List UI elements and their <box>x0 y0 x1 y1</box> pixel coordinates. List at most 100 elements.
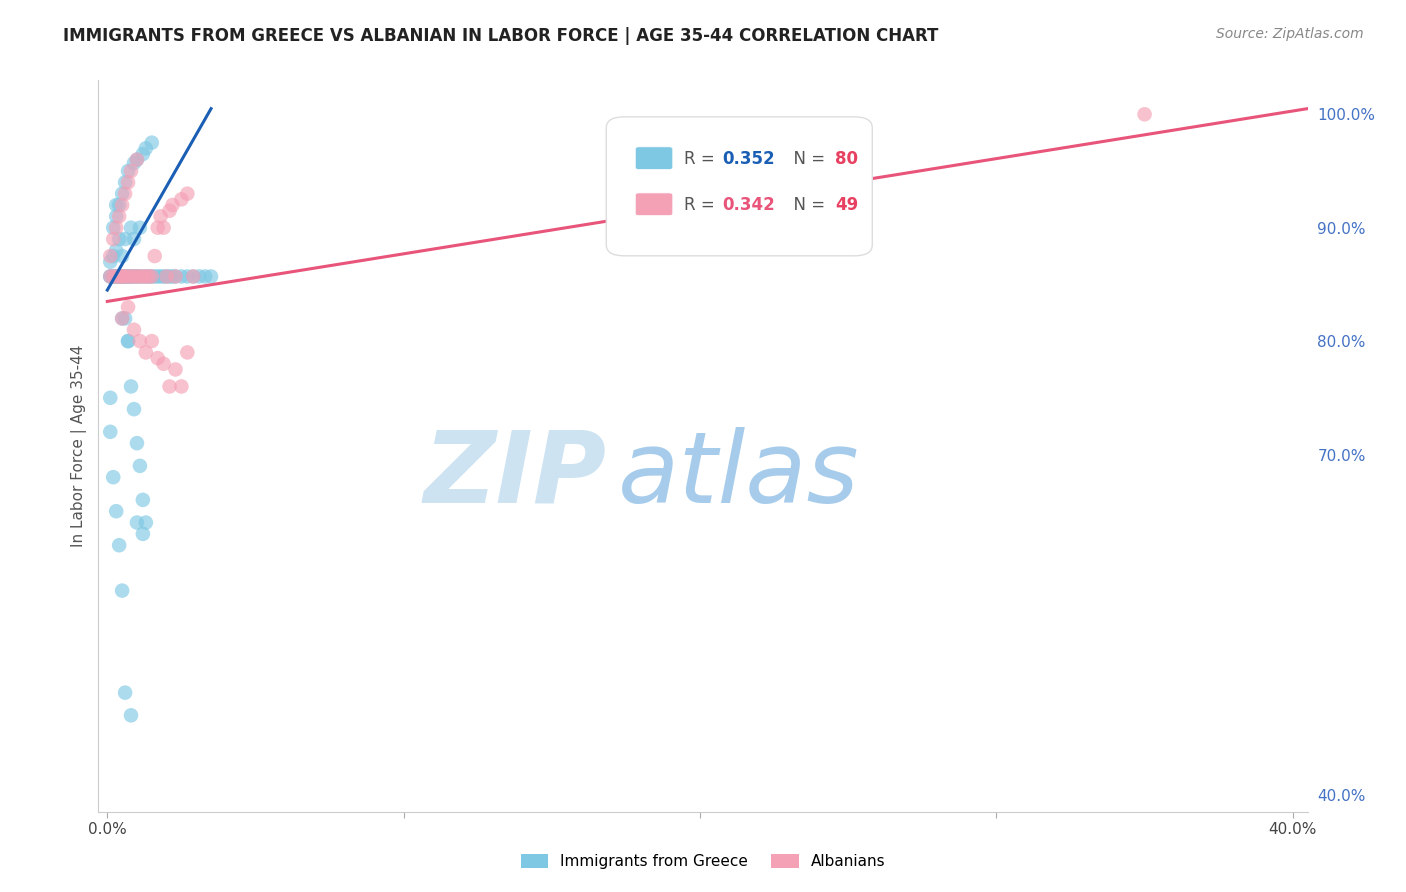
Point <box>170 192 193 206</box>
Point <box>111 269 134 284</box>
Point <box>122 269 145 284</box>
Text: R =: R = <box>683 150 720 168</box>
Point <box>152 357 174 371</box>
Point <box>143 249 166 263</box>
Point <box>105 220 128 235</box>
Point <box>1133 107 1156 121</box>
Point <box>98 269 121 284</box>
Point <box>194 269 217 284</box>
Point <box>111 269 134 284</box>
Point <box>117 164 139 178</box>
Point <box>105 504 128 518</box>
Point <box>165 269 187 284</box>
FancyBboxPatch shape <box>636 147 672 169</box>
Point <box>135 516 157 530</box>
Point <box>149 269 172 284</box>
Point <box>117 269 139 284</box>
Point <box>159 379 181 393</box>
Point <box>114 175 136 189</box>
Point <box>114 686 136 700</box>
Point <box>200 269 222 284</box>
Point <box>141 269 163 284</box>
Point <box>146 351 169 365</box>
Point <box>105 244 128 258</box>
Text: 0.352: 0.352 <box>723 150 775 168</box>
Text: atlas: atlas <box>619 426 860 524</box>
Point <box>135 269 157 284</box>
Point <box>122 156 145 170</box>
Point <box>98 425 121 439</box>
Point <box>132 527 155 541</box>
Point <box>105 269 128 284</box>
Text: ZIP: ZIP <box>423 426 606 524</box>
Point <box>120 269 142 284</box>
Point <box>129 334 152 348</box>
Point <box>176 186 198 201</box>
Point <box>108 210 131 224</box>
Point <box>111 269 134 284</box>
Point <box>120 379 142 393</box>
Point <box>114 269 136 284</box>
Point <box>105 269 128 284</box>
Text: Source: ZipAtlas.com: Source: ZipAtlas.com <box>1216 27 1364 41</box>
Point <box>114 269 136 284</box>
Text: N =: N = <box>783 195 830 213</box>
Point <box>122 232 145 246</box>
Point <box>103 232 125 246</box>
Point <box>98 254 121 268</box>
Point <box>103 269 125 284</box>
Point <box>188 269 211 284</box>
Point <box>117 334 139 348</box>
Point <box>125 153 148 167</box>
Point <box>135 269 157 284</box>
Point <box>117 300 139 314</box>
Point <box>176 345 198 359</box>
Text: 49: 49 <box>835 195 858 213</box>
Point <box>146 269 169 284</box>
Point <box>111 583 134 598</box>
Point <box>138 269 160 284</box>
FancyBboxPatch shape <box>606 117 872 256</box>
Point <box>120 269 142 284</box>
Point <box>98 391 121 405</box>
Point <box>117 269 139 284</box>
Text: N =: N = <box>783 150 830 168</box>
Point <box>162 269 184 284</box>
Text: R =: R = <box>683 195 720 213</box>
Legend: Immigrants from Greece, Albanians: Immigrants from Greece, Albanians <box>515 848 891 875</box>
Point <box>181 269 204 284</box>
Point <box>132 269 155 284</box>
Point <box>135 141 157 155</box>
Point <box>103 269 125 284</box>
Point <box>114 311 136 326</box>
Point <box>125 269 148 284</box>
Point <box>108 269 131 284</box>
Point <box>111 269 134 284</box>
Point <box>165 269 187 284</box>
Point <box>120 164 142 178</box>
Text: 0.342: 0.342 <box>723 195 775 213</box>
Point <box>98 269 121 284</box>
Point <box>122 402 145 417</box>
Point <box>105 269 128 284</box>
Point <box>108 538 131 552</box>
Point <box>111 311 134 326</box>
Point <box>125 269 148 284</box>
Point <box>152 220 174 235</box>
Point <box>143 269 166 284</box>
Point <box>125 436 148 450</box>
Point <box>122 323 145 337</box>
Point <box>129 269 152 284</box>
Point <box>149 210 172 224</box>
Point <box>152 269 174 284</box>
Point <box>132 492 155 507</box>
Point <box>122 269 145 284</box>
Point <box>114 232 136 246</box>
Point <box>98 249 121 263</box>
Point <box>120 269 142 284</box>
Point <box>120 708 142 723</box>
Point <box>132 269 155 284</box>
Point <box>129 220 152 235</box>
Point <box>165 362 187 376</box>
Point <box>103 470 125 484</box>
